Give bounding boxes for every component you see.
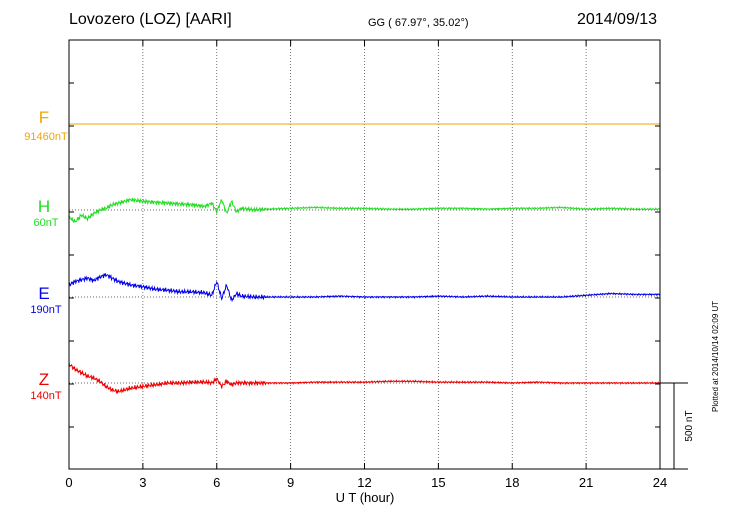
series-baseline-z: 140nT <box>30 390 61 402</box>
x-tick-label: 0 <box>65 475 72 490</box>
series-name-e: E <box>38 284 49 303</box>
series-name-f: F <box>39 108 49 127</box>
plot-date: 2014/09/13 <box>577 11 658 28</box>
x-tick-label: 24 <box>653 475 667 490</box>
x-axis-label: U T (hour) <box>336 490 395 505</box>
grid <box>142 40 587 469</box>
geographic-coordinates: GG ( 67.97°, 35.02°) <box>368 17 469 29</box>
x-tick-label: 18 <box>505 475 519 490</box>
x-tick-label: 9 <box>287 475 294 490</box>
series-baseline-e: 190nT <box>30 304 61 316</box>
scale-bar: 500 nT <box>660 382 695 470</box>
series-name-z: Z <box>39 370 49 389</box>
series-baseline-f: 91460nT <box>24 131 68 143</box>
x-tick-label: 15 <box>431 475 445 490</box>
axis-ticks: 0 3 6 9 12 15 18 21 24 <box>65 40 667 490</box>
plotted-timestamp: Plotted at 2014/10/14 02:09 UT <box>711 300 720 412</box>
series-traces <box>68 123 661 395</box>
series-name-h: H <box>38 197 50 216</box>
x-tick-label: 12 <box>357 475 371 490</box>
scale-bar-label: 500 nT <box>684 410 695 441</box>
series-trace-h <box>68 197 661 223</box>
plot-frame <box>68 39 661 470</box>
series-baseline-h: 60nT <box>33 217 58 229</box>
x-tick-label: 3 <box>139 475 146 490</box>
x-tick-label: 6 <box>213 475 220 490</box>
x-tick-label: 21 <box>579 475 593 490</box>
series-trace-e <box>68 273 661 303</box>
station-title: Lovozero (LOZ) [AARI] <box>69 11 232 28</box>
series-trace-z <box>68 361 661 395</box>
